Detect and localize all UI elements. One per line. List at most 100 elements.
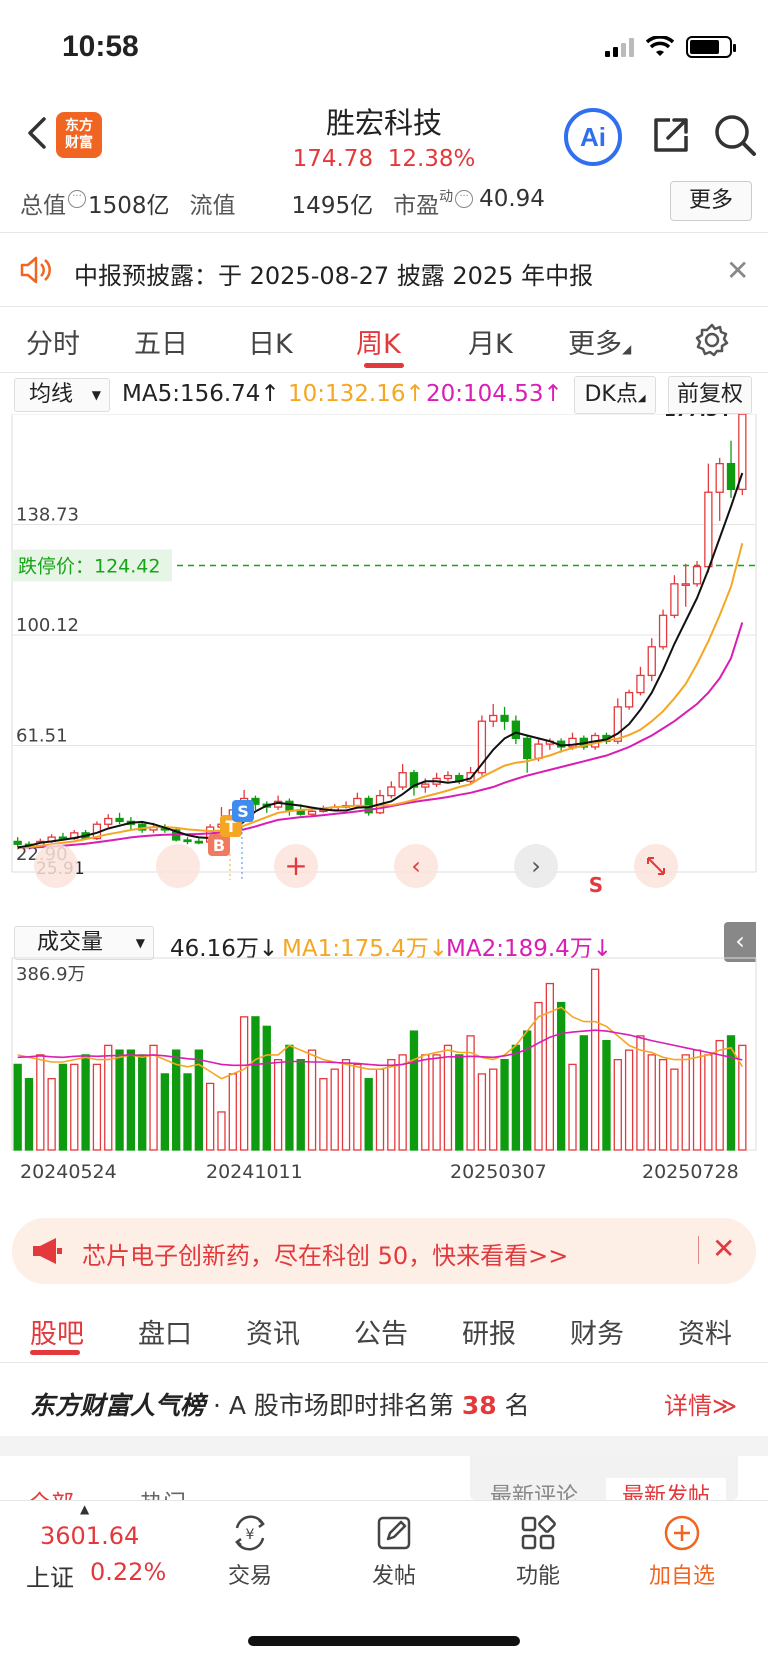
- tab-weekly-k[interactable]: 周K: [356, 329, 401, 360]
- candle-body: [704, 491, 713, 568]
- volume-bar: [534, 1001, 543, 1151]
- index-value[interactable]: 3601.64: [40, 1522, 140, 1550]
- tab-research[interactable]: 研报: [462, 1319, 516, 1350]
- info-icon[interactable]: ···: [68, 190, 86, 208]
- tab-daily-k[interactable]: 日K: [248, 329, 293, 360]
- volume-bar: [262, 1025, 271, 1151]
- ai-button[interactable]: Ai: [564, 108, 622, 166]
- share-icon[interactable]: [648, 112, 694, 158]
- megaphone-icon: [33, 1238, 62, 1264]
- candle-body: [307, 810, 317, 815]
- notice-text[interactable]: 中报预披露：于 2025-08-27 披露 2025 年中报: [74, 262, 594, 290]
- index-change[interactable]: 0.22%: [90, 1558, 167, 1586]
- candle-body: [387, 786, 396, 797]
- candle-body: [194, 840, 203, 844]
- volume-bar: [228, 1073, 237, 1151]
- price-frame: [11, 414, 757, 873]
- chevron-right-icon: ›: [531, 852, 541, 880]
- stock-title: 胜宏科技: [325, 106, 442, 140]
- volume-bar: [704, 1054, 713, 1151]
- volume-bar: [24, 1078, 34, 1151]
- back-icon[interactable]: [20, 115, 56, 151]
- tab-more[interactable]: 更多◢: [568, 329, 632, 360]
- volume-bar: [307, 1049, 317, 1151]
- float-cap-label: 流值: [189, 193, 236, 219]
- candle-body: [398, 772, 407, 788]
- volume-bar: [477, 1073, 487, 1151]
- tab-fenshi[interactable]: 分时: [26, 329, 80, 360]
- collapse-panel-button[interactable]: ‹: [724, 922, 756, 962]
- signal-icon: [605, 37, 634, 57]
- volume-indicator-select[interactable]: 成交量 ▼: [14, 926, 154, 960]
- plus-icon: +: [284, 849, 307, 882]
- volume-bar: [172, 1049, 181, 1151]
- volume-bar: [545, 982, 555, 1151]
- volume-bar: [58, 1063, 68, 1151]
- high-price-marker: 177.34→: [664, 414, 744, 421]
- tab-pankou[interactable]: 盘口: [138, 1319, 192, 1350]
- price-axis-label: 61.51: [16, 726, 68, 747]
- close-icon[interactable]: ✕: [726, 254, 750, 287]
- ma-indicator-select[interactable]: 均线 ▼: [14, 378, 110, 412]
- volume-bar: [568, 1063, 577, 1151]
- speaker-icon: [20, 256, 51, 284]
- grid-icon: [521, 1515, 556, 1550]
- tab-wuri[interactable]: 五日: [134, 329, 188, 360]
- popularity-rank[interactable]: 东方财富人气榜 · A 股市场即时排名第 38 名: [30, 1391, 530, 1420]
- volume-bar: [47, 1078, 56, 1151]
- index-name[interactable]: 上证: [26, 1564, 74, 1592]
- buy-marker: B: [213, 836, 225, 855]
- sell-marker-bg: [232, 800, 254, 822]
- limit-down-label-bg: [12, 549, 172, 582]
- nav-function[interactable]: 功能: [488, 1500, 588, 1590]
- promo-banner[interactable]: [12, 1218, 756, 1284]
- promo-text[interactable]: 芯片电子创新药，尽在科创 50，快来看看>>: [82, 1242, 569, 1270]
- more-stats-button[interactable]: 更多: [670, 181, 752, 221]
- nav-post[interactable]: 发帖: [344, 1500, 444, 1590]
- search-icon[interactable]: [712, 112, 758, 158]
- divider: [0, 306, 768, 307]
- adjust-select[interactable]: 前复权: [668, 376, 752, 414]
- tab-guba[interactable]: 股吧: [30, 1319, 84, 1350]
- stock-price-line: 174.78 12.38%: [0, 146, 768, 172]
- nav-add-watchlist[interactable]: 加自选: [632, 1500, 732, 1590]
- info-icon[interactable]: ···: [455, 190, 474, 208]
- volume-bar: [104, 1044, 113, 1151]
- volume-bar: [36, 1054, 45, 1151]
- app-logo: 东方 财富: [56, 112, 102, 158]
- kline-chart[interactable]: 177.34138.73100.1261.5122.90跌停价：124.4217…: [0, 414, 768, 1194]
- dk-point-button[interactable]: DK点◢: [574, 376, 656, 414]
- candle-body: [715, 462, 724, 493]
- volume-bar: [138, 1054, 147, 1151]
- caret-up-icon: ▲: [80, 1502, 90, 1516]
- rank-detail-link[interactable]: 详情≫: [664, 1392, 738, 1420]
- chevron-left-icon: ‹: [411, 852, 421, 880]
- volume-bar: [726, 1035, 736, 1151]
- volume-bar: [92, 1063, 102, 1151]
- volume-bar: [557, 1001, 566, 1151]
- ma20-line: [17, 622, 744, 849]
- nav-trade[interactable]: ¥ 交易: [200, 1500, 300, 1590]
- tab-monthly-k[interactable]: 月K: [468, 329, 513, 360]
- volume-bar: [432, 1054, 441, 1151]
- tab-finance[interactable]: 财务: [570, 1319, 624, 1350]
- tab-news[interactable]: 资讯: [246, 1319, 300, 1350]
- volume-bar: [387, 1058, 396, 1151]
- total-cap-value: 1508亿: [88, 193, 170, 219]
- settings-gear-icon[interactable]: [694, 322, 730, 358]
- volume-bar: [251, 1016, 260, 1151]
- zoom-out-button: [34, 844, 78, 888]
- volume-bar: [81, 1054, 90, 1151]
- edit-icon: [377, 1516, 411, 1550]
- trade-icon: ¥: [234, 1515, 265, 1551]
- close-icon[interactable]: ✕: [712, 1232, 736, 1265]
- tab-announcements[interactable]: 公告: [354, 1319, 408, 1350]
- candle-body: [613, 706, 622, 742]
- candle-body: [511, 720, 521, 740]
- date-label: 20250307: [450, 1161, 547, 1183]
- pe-value: 40.94: [479, 186, 545, 212]
- add-button: [274, 844, 318, 888]
- tab-profile[interactable]: 资料: [678, 1319, 732, 1350]
- pe-sup: 动: [439, 189, 454, 205]
- volume-bar: [455, 1054, 464, 1151]
